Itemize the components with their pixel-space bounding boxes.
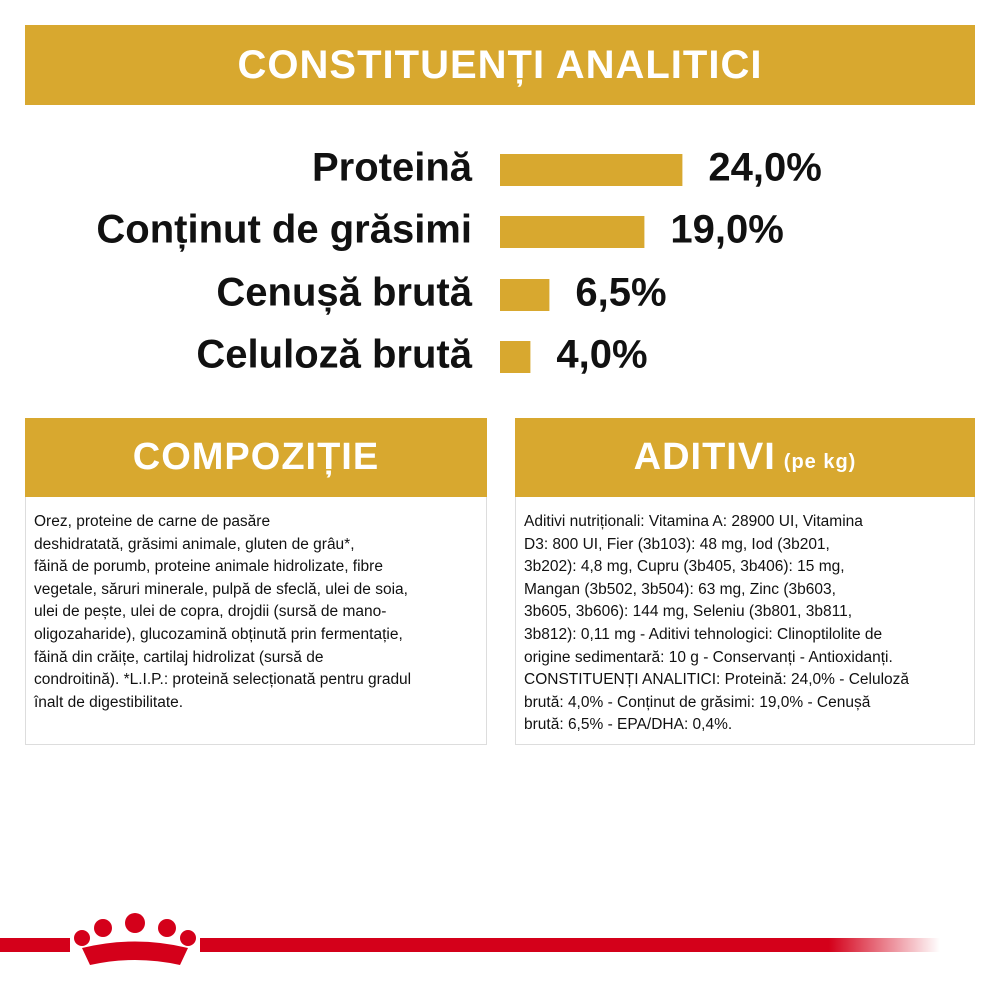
bar [500,341,531,373]
additives-title: ADITIVI [633,436,776,478]
footer-line [200,938,940,952]
text-line: brută: 6,5% - EPA/DHA: 0,4%. [524,716,733,734]
text-line: făină de porumb, proteine animale hidrol… [34,558,383,576]
text-line: 3b202): 4,8 mg, Cupru (3b405, 3b406): 15… [524,558,845,576]
bar [500,279,550,311]
text-line: origine sedimentară: 10 g - Conservanți … [524,648,893,666]
additives-subtitle: (pe kg) [783,451,857,473]
text-line: deshidratată, grăsimi animale, gluten de… [34,535,355,553]
bar [500,216,645,248]
value-label: 24,0% [708,146,821,190]
row-label: Conținut de grăsimi [96,208,472,252]
text-line: Mangan (3b502, 3b504): 63 mg, Zinc (3b60… [524,580,836,598]
additives-header: ADITIVI (pe kg) [515,418,975,497]
chart: Proteină 24,0% Conținut de grăsimi 19,0% Cen… [96,146,821,377]
text-line: făină din crăițe, cartilaj hidrolizat (s… [34,648,324,666]
additives-text: Aditivi nutriționali: Vitamina A: 28900 … [515,497,975,745]
text-line: 3b812): 0,11 mg - Aditivi tehnologici: C… [524,625,883,643]
row-label: Celuloză brută [196,333,472,377]
text-line: CONSTITUENȚI ANALITICI: Proteină: 24,0% … [524,671,910,689]
text-line: Aditivi nutriționali: Vitamina A: 28900 … [524,513,863,530]
value-label: 4,0% [556,333,647,377]
composition-text: Orez, proteine de carne de pasăre deshidr… [25,497,487,745]
text-line: condroitină). *L.I.P.: proteină selecțio… [34,671,412,689]
value-label: 19,0% [670,208,783,252]
text-line: brută: 4,0% - Conținut de grăsimi: 19,0%… [524,693,871,711]
row-label: Proteină [312,146,473,190]
text-line: înalt de digestibilitate. [34,693,184,711]
text-line: Orez, proteine de carne de pasăre [34,513,271,530]
logo [74,913,196,965]
row-label: Cenușă brută [216,271,472,315]
footer-line [0,938,70,952]
text-line: D3: 800 UI, Fier (3b103): 48 mg, Iod (3b… [524,535,830,553]
text-line: vegetale, săruri minerale, pulpă de sfec… [34,580,408,598]
value-label: 6,5% [575,271,666,315]
text-line: 3b605, 3b606): 144 mg, Seleniu (3b801, 3… [524,603,853,621]
composition-title: COMPOZIȚIE [25,418,487,497]
bar [500,154,683,186]
text-line: ulei de pește, ulei de copra, drojdii (s… [34,603,387,621]
text-line: oligozaharide), glucozamină obținută pri… [34,625,403,643]
header-title: CONSTITUENȚI ANALITICI [25,25,975,105]
